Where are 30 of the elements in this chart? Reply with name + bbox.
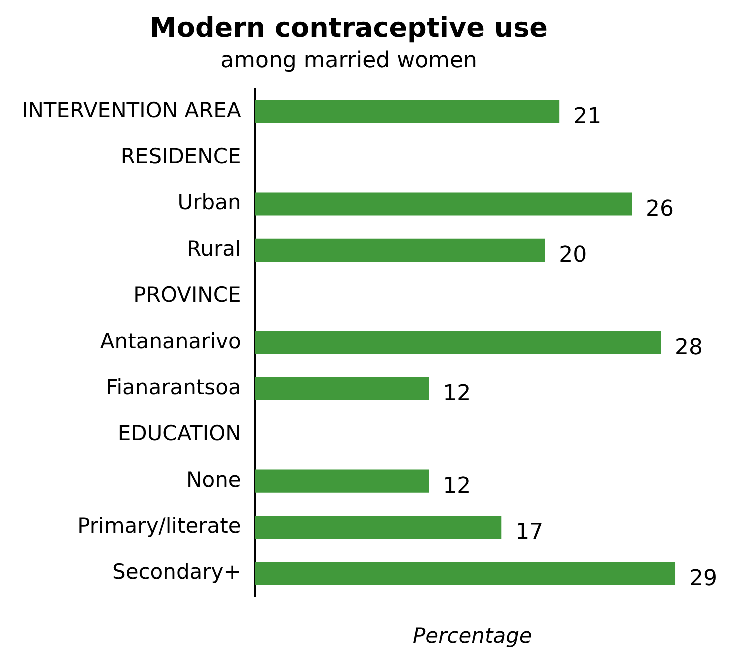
bar — [255, 331, 662, 354]
y-tick-label: Rural — [187, 236, 242, 261]
data-label: 12 — [443, 382, 472, 407]
y-tick-label: EDUCATION — [118, 422, 242, 446]
bar — [255, 470, 430, 493]
y-tick-label: Antananarivo — [100, 329, 242, 354]
bar — [255, 377, 430, 401]
bar — [255, 100, 560, 124]
y-tick-label: Fianarantsoa — [106, 375, 242, 400]
y-tick-label: Urban — [178, 190, 242, 215]
y-tick-label: PROVINCE — [134, 283, 242, 308]
data-label: 12 — [443, 474, 472, 500]
x-axis-title: Percentage — [412, 624, 532, 648]
data-label: 29 — [690, 566, 718, 592]
y-tick-label: INTERVENTION AREA — [22, 98, 242, 122]
bar — [255, 192, 632, 216]
chart-title: Modern contraceptive use — [150, 13, 548, 44]
y-tick-label: RESIDENCE — [120, 144, 242, 169]
bar — [255, 562, 676, 586]
y-tick-label: Secondary+ — [112, 560, 242, 584]
data-label: 21 — [574, 104, 602, 130]
y-tick-label: Primary/literate — [78, 514, 242, 538]
bar — [255, 238, 546, 262]
data-label: 28 — [675, 336, 704, 361]
data-label: 20 — [559, 243, 588, 268]
y-tick-label: None — [186, 468, 242, 492]
bar — [255, 516, 502, 540]
chart-subtitle: among married women — [220, 48, 478, 74]
data-label: 17 — [516, 520, 544, 546]
data-label: 26 — [646, 196, 674, 222]
